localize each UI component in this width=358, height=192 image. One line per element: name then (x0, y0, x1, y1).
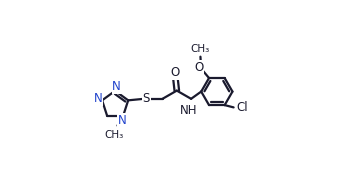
Text: S: S (142, 92, 150, 105)
Text: O: O (194, 61, 204, 74)
Text: CH₃: CH₃ (191, 44, 210, 54)
Text: N: N (118, 114, 127, 127)
Text: Cl: Cl (237, 101, 248, 114)
Text: O: O (171, 66, 180, 79)
Text: N: N (93, 92, 102, 105)
Text: NH: NH (180, 104, 198, 117)
Text: N: N (112, 80, 121, 93)
Text: CH₃: CH₃ (105, 130, 124, 140)
